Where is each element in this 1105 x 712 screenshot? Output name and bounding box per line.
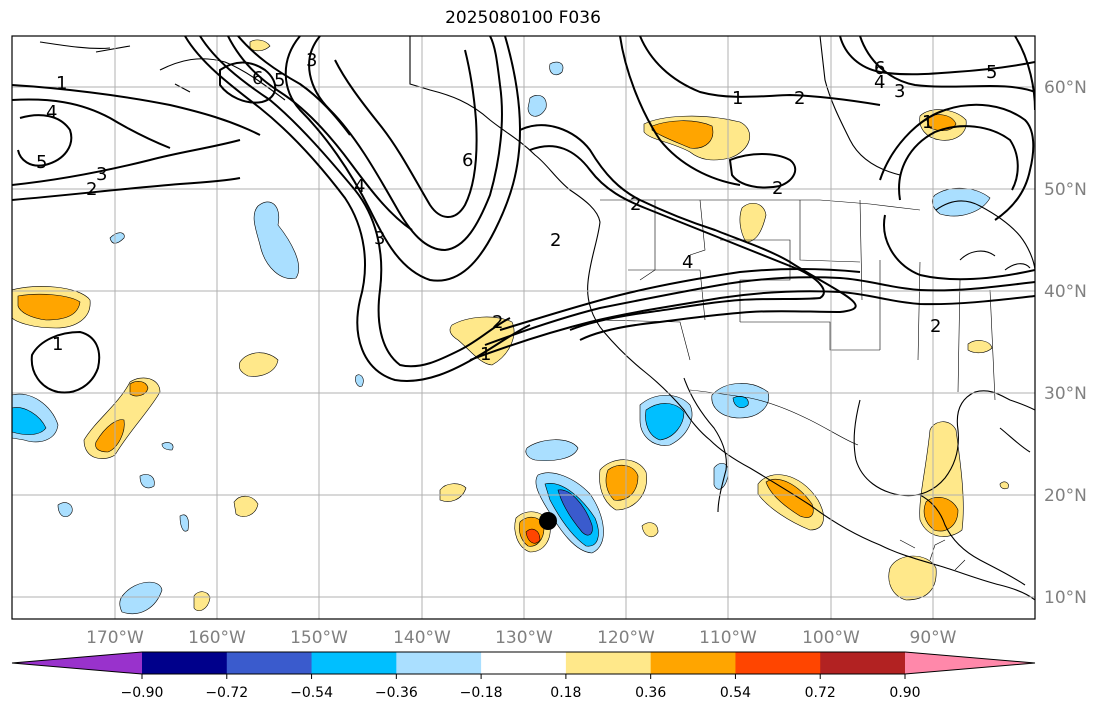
- contour-lines: [12, 36, 1035, 394]
- colorbar-segment: [396, 652, 482, 674]
- lon-label: 160°W: [188, 628, 246, 648]
- contour-label: 4: [682, 252, 693, 273]
- colorbar: −0.90 −0.72 −0.54 −0.36 −0.18 0.18 0.36 0.54 0.7…: [11, 651, 1036, 701]
- lon-label: 110°W: [699, 628, 757, 648]
- colorbar-tick-label: 0.72: [805, 685, 836, 701]
- lon-label: 130°W: [495, 628, 553, 648]
- colorbar-tick-label: −0.18: [460, 685, 503, 701]
- colorbar-tick-label: 0.36: [635, 685, 666, 701]
- storm-center-marker: [539, 512, 557, 530]
- anomaly-fields: [12, 39, 1009, 614]
- contour-label: 3: [96, 164, 107, 185]
- colorbar-segment: [142, 652, 228, 674]
- lon-label: 90°W: [910, 628, 957, 648]
- contour-label: 4: [874, 72, 885, 93]
- contour-label: 2: [492, 312, 503, 333]
- contour-label: 1: [922, 112, 933, 133]
- contour-label: 1: [732, 88, 743, 109]
- colorbar-tick-label: −0.90: [121, 685, 164, 701]
- colorbar-tick-label: −0.54: [290, 685, 333, 701]
- contour-label: 5: [986, 62, 997, 83]
- lat-label: 20°N: [1044, 486, 1087, 506]
- contour-label: 5: [274, 70, 285, 91]
- lon-label: 170°W: [86, 628, 144, 648]
- colorbar-segment: [650, 652, 736, 674]
- contour-label: 6: [252, 68, 263, 89]
- colorbar-extend-high: [905, 652, 1035, 674]
- colorbar-segment: [735, 652, 821, 674]
- contour-label: 2: [550, 230, 561, 251]
- colorbar-tick-label: 0.90: [889, 685, 920, 701]
- contour-label: 4: [354, 176, 365, 197]
- lat-label: 60°N: [1044, 78, 1087, 98]
- contour-label: 3: [374, 228, 385, 249]
- map-title: 2025080100 F036: [445, 8, 601, 28]
- colorbar-tick-label: 0.18: [550, 685, 581, 701]
- colorbar-segment: [226, 652, 313, 674]
- latitude-labels: 60°N 50°N 40°N 30°N 20°N 10°N: [1044, 78, 1087, 608]
- colorbar-tick-label: −0.72: [205, 685, 248, 701]
- contour-label: 2: [794, 88, 805, 109]
- contour-label: 6: [874, 58, 885, 79]
- contour-label: 1: [480, 344, 491, 365]
- contour-label: 3: [306, 50, 317, 71]
- contour-label: 3: [894, 81, 905, 102]
- contour-label: 6: [462, 150, 473, 171]
- colorbar-segment: [565, 652, 652, 674]
- colorbar-extend-low: [12, 652, 142, 674]
- colorbar-segment: [820, 652, 906, 674]
- contour-label-group: 1 4 5 3 2 6 5 3 6 2 2 3 4 1 2 1 4 2 1 2 …: [36, 50, 997, 365]
- contour-label: 2: [772, 178, 783, 199]
- political-borders: [599, 199, 996, 571]
- lat-label: 40°N: [1044, 282, 1087, 302]
- colorbar-segment: [481, 652, 567, 674]
- contour-label: 2: [630, 194, 641, 215]
- colorbar-tick-label: −0.36: [375, 685, 418, 701]
- lat-label: 30°N: [1044, 384, 1087, 404]
- contour-label: 1: [52, 334, 63, 355]
- lat-label: 10°N: [1044, 588, 1087, 608]
- contour-label: 2: [930, 316, 941, 337]
- colorbar-tick-label: 0.54: [720, 685, 751, 701]
- lon-label: 140°W: [393, 628, 451, 648]
- lon-label: 100°W: [802, 628, 860, 648]
- map-frame: [11, 35, 1036, 620]
- map-area: [12, 36, 1035, 619]
- contour-label: 4: [46, 102, 57, 123]
- longitude-labels: 170°W 160°W 150°W 140°W 130°W 120°W 110°…: [86, 628, 957, 648]
- lon-label: 120°W: [597, 628, 655, 648]
- colorbar-segment: [311, 652, 397, 674]
- lon-label: 150°W: [290, 628, 348, 648]
- contour-label: 5: [36, 152, 47, 173]
- contour-label: 2: [86, 179, 97, 200]
- lat-label: 50°N: [1044, 180, 1087, 200]
- contour-label: 1: [56, 73, 67, 94]
